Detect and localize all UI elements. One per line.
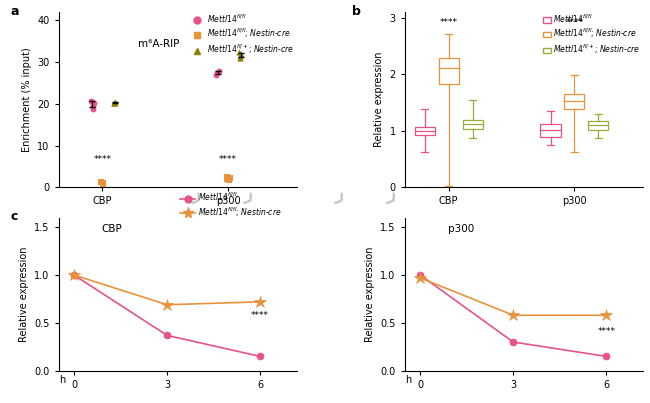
Legend: $Mettl14^{fl/fl}$, $Mettl14^{fl/fl}$; $Nestin$-$cre$: $Mettl14^{fl/fl}$, $Mettl14^{fl/fl}$; $N… [177,188,284,222]
Point [222,176,232,182]
Point [236,51,246,57]
Point [109,100,120,107]
Y-axis label: Relative expression: Relative expression [374,52,384,147]
Point [98,180,108,187]
Point [110,99,120,105]
Text: ❯: ❯ [187,191,203,208]
Text: b: b [352,5,361,18]
Point [211,71,222,78]
Text: p300: p300 [448,224,474,234]
Text: ❯: ❯ [330,191,346,208]
Point [96,179,106,186]
Text: h: h [406,375,411,385]
Y-axis label: Relative expression: Relative expression [365,247,375,342]
Text: ****: **** [219,155,237,164]
Point [109,100,119,106]
Point [235,55,245,61]
Bar [588,120,608,130]
Point [234,48,244,55]
Point [212,69,222,76]
Text: ****: **** [566,18,584,27]
Y-axis label: Relative expression: Relative expression [19,247,29,342]
Text: ****: **** [439,18,458,27]
Point [86,99,97,105]
Point [225,175,235,181]
Text: ****: **** [251,311,269,320]
Point [222,174,232,180]
Legend: $Mettl14^{fl/fl}$, $Mettl14^{fl/fl}$; $Nestin$-$cre$, $Mettl14^{fl/+}$; $Nestin$: $Mettl14^{fl/fl}$, $Mettl14^{fl/fl}$; $N… [189,12,293,56]
Point [214,67,225,74]
Bar [415,127,435,135]
Y-axis label: Enrichment (% input): Enrichment (% input) [21,48,32,152]
Text: ❯: ❯ [239,191,255,208]
Text: m⁶A-RIP: m⁶A-RIP [138,39,179,49]
Bar [540,124,560,137]
Point [235,53,246,59]
Point [88,106,98,112]
Point [89,100,99,106]
Bar [564,94,584,109]
Text: h: h [59,375,66,385]
Point [224,177,235,183]
Text: ❯: ❯ [382,191,398,208]
Text: a: a [11,5,20,18]
Point [88,103,99,109]
Text: c: c [11,210,18,223]
Bar [463,120,483,129]
Point [98,181,109,187]
Text: ****: **** [94,155,112,164]
Text: CBP: CBP [101,224,122,234]
Bar [439,58,459,85]
Point [86,98,96,104]
Legend: $Mettl14^{fl/fl}$, $Mettl14^{fl/fl}$; $Nestin$-$cre$, $Mettl14^{fl/+}$; $Nestin$: $Mettl14^{fl/fl}$, $Mettl14^{fl/fl}$; $N… [543,12,640,56]
Text: ****: **** [597,327,616,337]
